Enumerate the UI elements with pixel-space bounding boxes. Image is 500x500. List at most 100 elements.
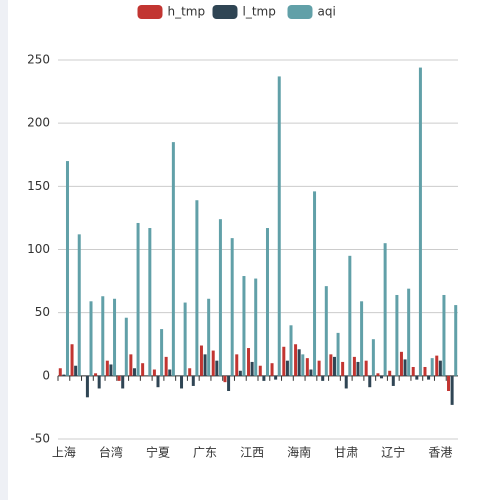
bar	[124, 317, 128, 376]
x-tick-label: 辽宁	[381, 445, 405, 460]
bar	[230, 238, 234, 376]
bar	[282, 346, 286, 376]
bar	[242, 276, 246, 376]
bar	[258, 365, 262, 376]
side-strip	[0, 0, 8, 500]
bar	[117, 375, 121, 381]
bar	[223, 375, 227, 383]
bar	[450, 375, 454, 405]
bar	[317, 360, 321, 376]
bar	[254, 278, 258, 376]
bar	[238, 370, 242, 376]
bar	[270, 363, 274, 376]
bar	[105, 360, 109, 376]
bar	[101, 296, 105, 376]
bar	[447, 375, 451, 391]
x-tick-label: 台湾	[99, 445, 123, 460]
bar	[313, 191, 317, 376]
bar	[77, 234, 81, 376]
bar	[371, 339, 375, 376]
y-tick-label: 250	[27, 53, 50, 67]
bar	[348, 255, 352, 376]
bar	[427, 375, 431, 380]
bar	[211, 350, 215, 376]
bar	[309, 369, 313, 376]
bar	[250, 361, 254, 376]
bar	[89, 301, 93, 376]
bar	[195, 200, 199, 376]
bar	[294, 344, 298, 376]
bar	[380, 375, 384, 379]
legend-label: aqi	[318, 5, 336, 19]
bar	[262, 375, 266, 381]
bar	[403, 359, 407, 376]
bar	[218, 219, 222, 376]
bar	[141, 363, 145, 376]
bar	[454, 305, 458, 376]
bar	[94, 373, 98, 376]
bar	[183, 302, 187, 376]
bar	[352, 356, 356, 376]
bar	[344, 375, 348, 389]
x-tick-label: 江西	[240, 446, 264, 460]
bar	[336, 332, 340, 376]
bar	[97, 375, 101, 389]
y-tick-label: -50	[30, 432, 50, 446]
bar	[368, 375, 372, 388]
bar	[152, 369, 156, 376]
bar	[285, 360, 289, 376]
bar	[65, 161, 69, 376]
x-tick-label: 广东	[193, 446, 217, 460]
bar	[289, 325, 293, 376]
legend-swatch	[287, 5, 313, 19]
bar	[341, 361, 345, 376]
bar	[265, 228, 269, 376]
bar	[415, 375, 419, 380]
bar	[199, 345, 203, 376]
x-tick-label: 甘肃	[334, 446, 358, 460]
bar	[58, 368, 62, 376]
x-tick-label: 上海	[52, 445, 76, 460]
legend-swatch	[137, 5, 163, 19]
bar	[383, 243, 387, 376]
bar	[388, 370, 392, 376]
bar	[321, 375, 325, 381]
bar	[247, 348, 251, 376]
bar	[203, 354, 207, 376]
bar	[171, 142, 175, 376]
bar	[274, 375, 278, 380]
bar	[391, 375, 395, 386]
bar	[227, 375, 231, 391]
bar	[164, 356, 168, 376]
bar	[324, 286, 328, 376]
bar	[235, 354, 239, 376]
y-tick-label: 200	[27, 116, 50, 130]
bar	[168, 369, 172, 376]
legend-swatch	[212, 5, 238, 19]
bar	[364, 360, 368, 376]
bar	[376, 373, 380, 376]
bar	[356, 361, 360, 376]
bar	[188, 368, 192, 376]
y-tick-label: 50	[35, 305, 50, 319]
bar	[399, 351, 403, 376]
bar	[74, 365, 78, 376]
bar	[301, 354, 305, 376]
bar	[407, 288, 411, 376]
y-tick-label: 0	[42, 368, 50, 382]
bar	[423, 366, 427, 376]
bar	[305, 358, 309, 376]
bar	[191, 375, 195, 386]
bar	[435, 355, 439, 376]
legend-label: l_tmp	[243, 5, 276, 19]
bar	[297, 349, 301, 376]
bar	[109, 364, 113, 376]
bar	[113, 298, 117, 376]
bar	[156, 375, 160, 388]
bar	[121, 375, 125, 389]
y-tick-label: 100	[27, 242, 50, 256]
bar	[148, 228, 152, 376]
bar	[70, 344, 74, 376]
bar	[442, 294, 446, 376]
